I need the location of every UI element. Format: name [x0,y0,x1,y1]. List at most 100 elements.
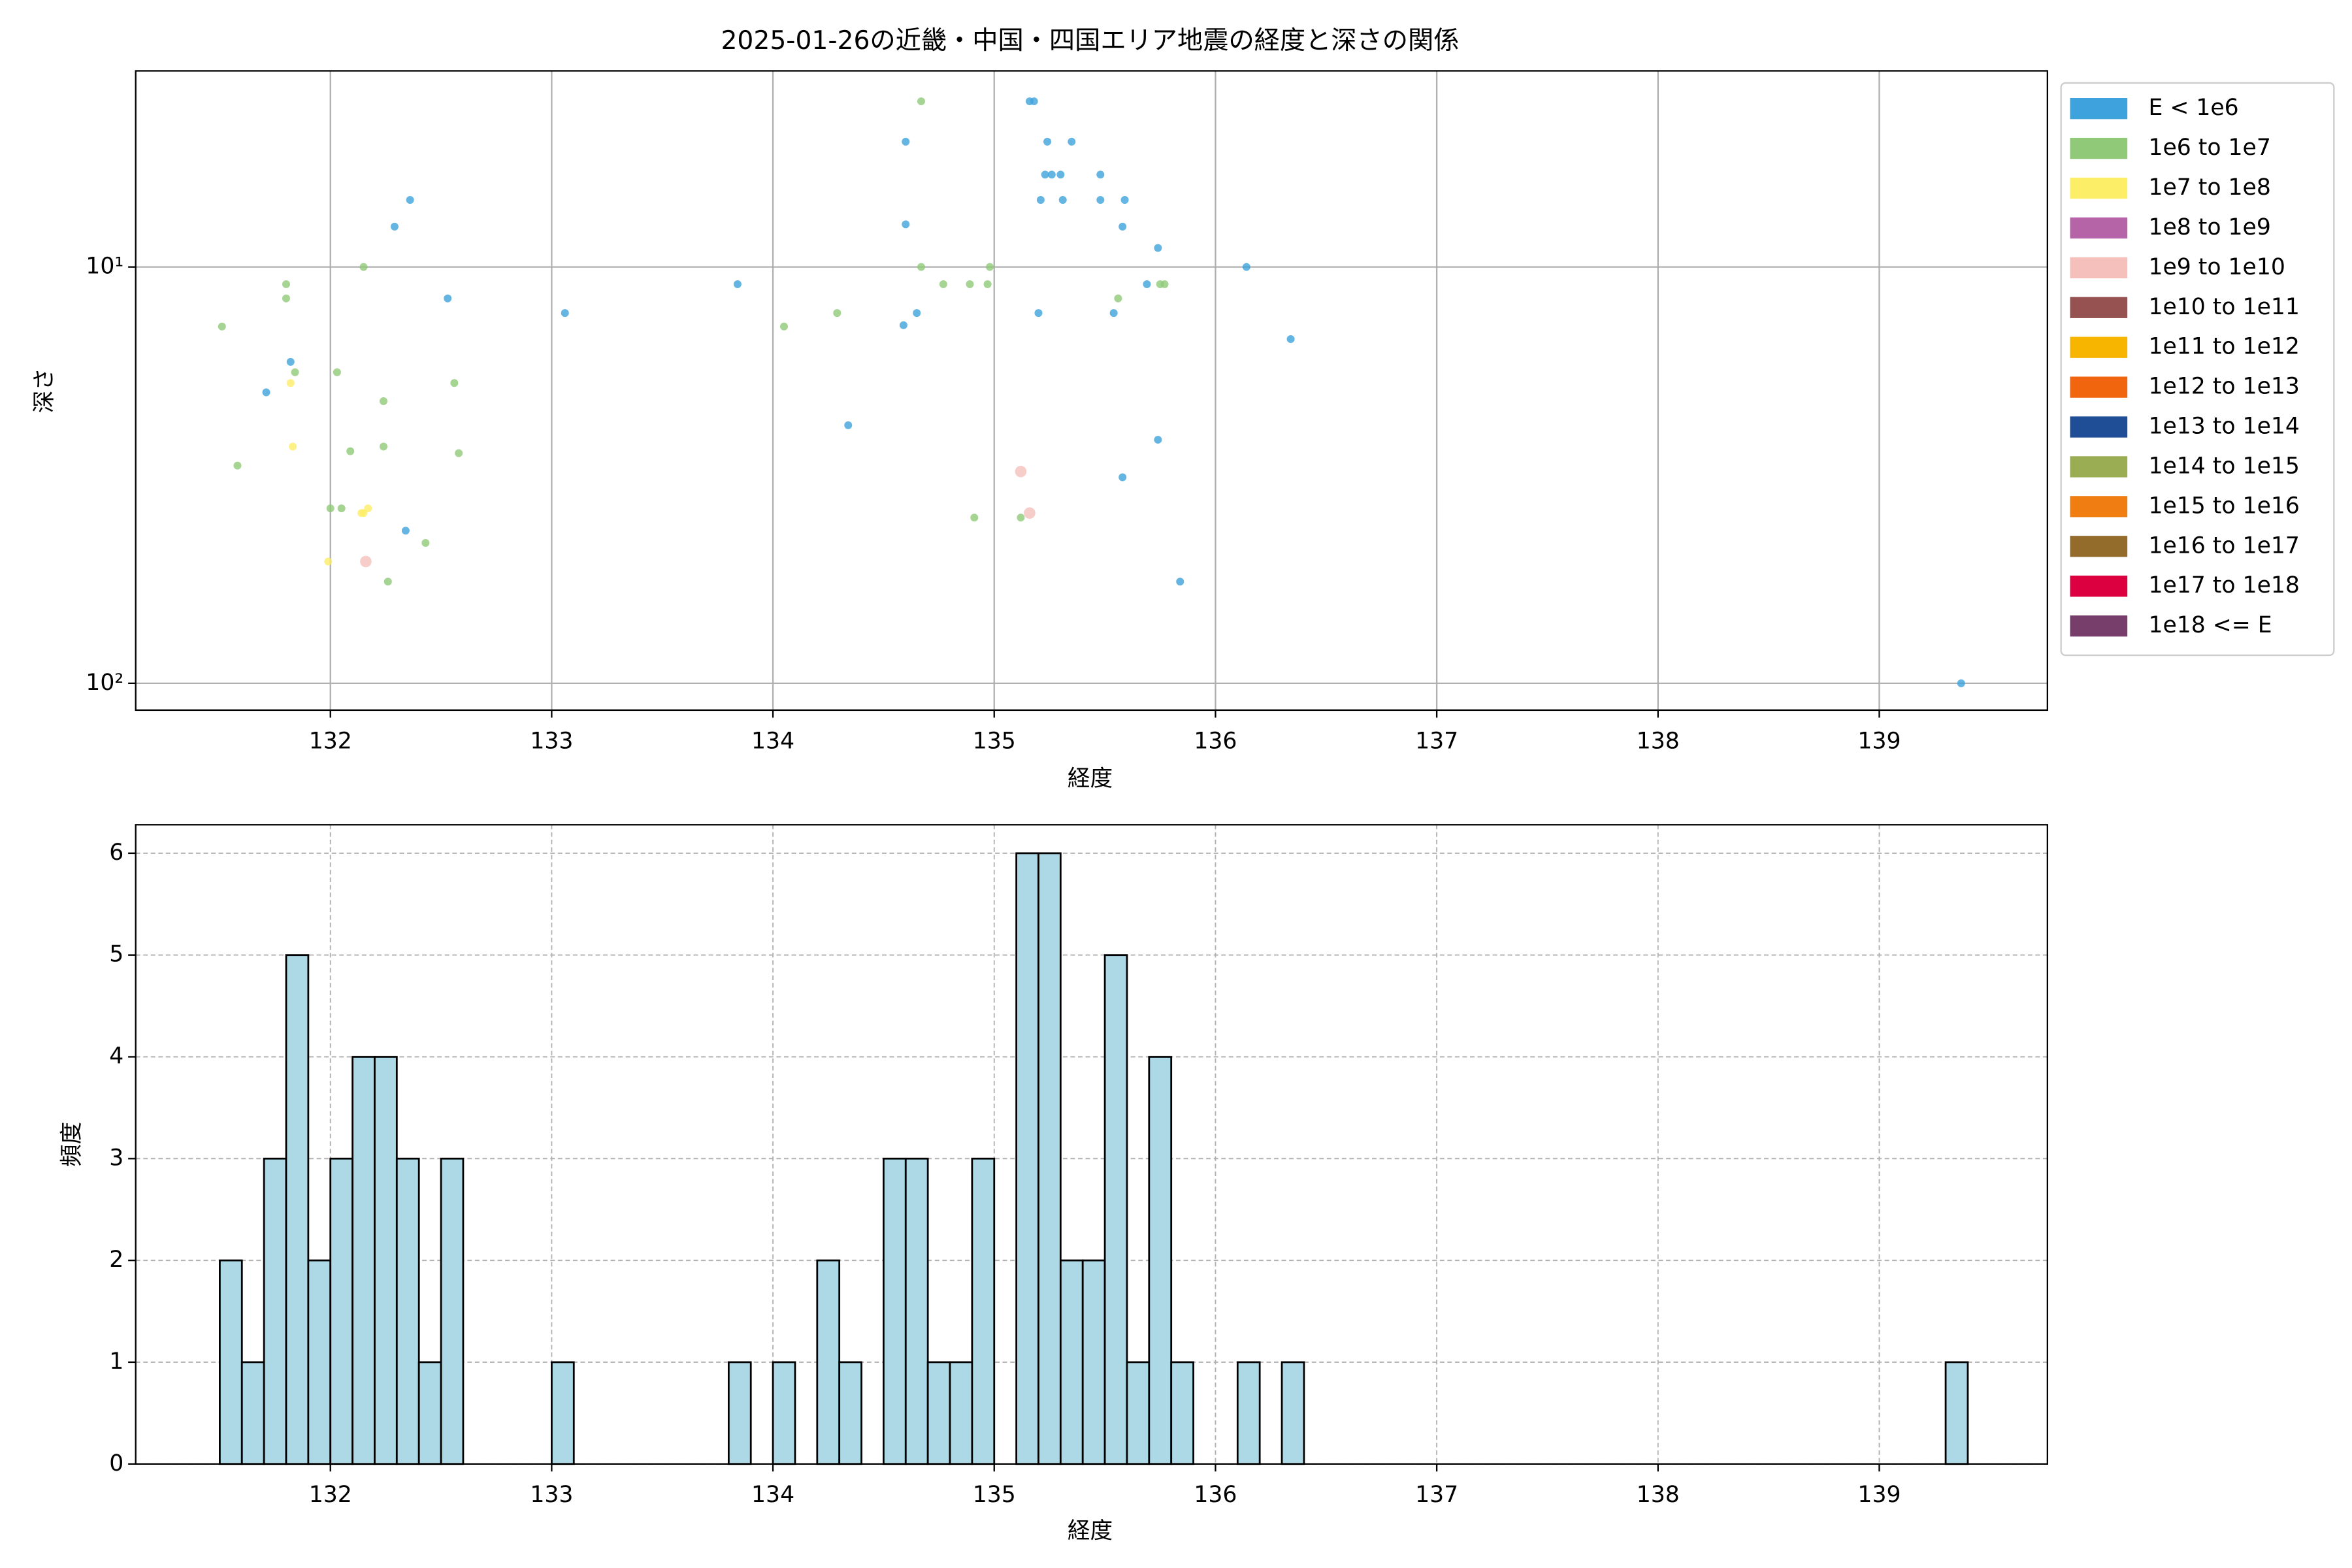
y-tick-label: 10¹ [86,253,123,280]
x-tick-label: 136 [1194,728,1237,754]
data-point [455,449,463,457]
data-point [1114,294,1122,302]
data-point [357,509,366,517]
data-point [1119,473,1127,482]
histogram-bar [374,1056,398,1465]
data-point [286,357,295,366]
data-point [359,263,368,271]
data-point [384,578,392,586]
y-tick-label: 3 [109,1145,123,1171]
data-point [917,263,925,271]
data-point [346,447,355,455]
data-point [444,294,452,302]
histogram-bar [1281,1361,1305,1465]
data-point [450,379,459,387]
histogram-bar [1236,1361,1261,1465]
x-tick-label: 133 [530,1482,573,1508]
data-point [1176,578,1184,586]
legend-label: E < 1e6 [2148,95,2238,121]
x-tick-label: 137 [1415,1482,1458,1508]
data-point [983,280,992,289]
y-tick-label: 10² [86,670,123,696]
data-point [1154,244,1162,252]
data-point [390,222,399,231]
legend-swatch [2070,615,2128,637]
legend-swatch [2070,336,2128,358]
data-point [970,514,979,522]
legend-label: 1e14 to 1e15 [2148,453,2299,479]
histogram-bar [240,1361,265,1465]
y-tick-label: 5 [109,941,123,968]
y-tick-label: 2 [109,1247,123,1273]
y-tick-label: 6 [109,840,123,866]
data-point [401,527,410,535]
x-axis-label: 経度 [1068,1518,1113,1544]
data-point [1119,222,1127,231]
data-point [939,280,947,289]
data-point [1242,263,1250,271]
data-point [902,220,910,229]
data-point [282,294,290,302]
data-point [561,309,569,318]
data-point [780,322,789,331]
x-tick-label: 132 [309,1482,352,1508]
data-point [733,280,742,289]
legend-swatch [2070,536,2128,557]
data-point [1017,514,1025,522]
histogram-bar [926,1361,951,1465]
histogram-bar [285,954,310,1465]
data-point [1120,195,1129,204]
x-tick-label: 139 [1857,728,1901,754]
histogram-bar [1081,1259,1106,1465]
data-point [324,557,333,566]
histogram-bar [1148,1056,1173,1465]
y-axis-label: 深さ [31,368,57,413]
data-point [233,461,242,470]
legend-swatch [2070,456,2128,478]
data-point [1015,465,1027,478]
data-point [966,280,974,289]
histogram-bar [971,1157,996,1465]
histogram-bar [1037,852,1062,1465]
data-point [1024,507,1036,519]
histogram-bar [351,1056,376,1465]
x-tick-label: 138 [1637,728,1680,754]
x-tick-label: 138 [1637,1482,1680,1508]
x-tick-label: 135 [973,728,1016,754]
histogram-bar [727,1361,752,1465]
legend-label: 1e12 to 1e13 [2148,374,2299,400]
legend-swatch [2070,257,2128,278]
data-point [833,309,841,318]
data-point [902,137,910,146]
data-point [262,388,270,397]
data-point [380,442,388,451]
legend-swatch [2070,496,2128,517]
histogram-bar [772,1361,796,1465]
x-tick-label: 137 [1415,728,1458,754]
data-point [291,368,299,376]
x-tick-label: 139 [1857,1482,1901,1508]
legend-swatch [2070,376,2128,398]
data-point [282,280,290,289]
chart-title: 2025-01-26の近畿・中国・四国エリア地震の経度と深さの関係 [721,26,1459,56]
data-point [380,397,388,405]
plot-frame [135,70,2048,711]
x-tick-label: 132 [309,728,352,754]
histogram-bar [816,1259,841,1465]
data-point [1036,195,1045,204]
data-point [421,538,430,547]
legend-swatch [2070,576,2128,597]
legend-label: 1e18 <= E [2148,612,2272,638]
legend-label: 1e16 to 1e17 [2148,532,2299,559]
data-point [1058,195,1067,204]
legend-swatch [2070,177,2128,199]
legend-label: 1e9 to 1e10 [2148,254,2285,280]
data-point [218,322,226,331]
data-point [1096,195,1105,204]
data-point [333,368,341,376]
data-point [1143,280,1151,289]
histogram-bar [551,1361,575,1465]
histogram-bar [219,1259,243,1465]
plot-frame [135,824,2048,1465]
y-tick-label: 4 [109,1043,123,1070]
